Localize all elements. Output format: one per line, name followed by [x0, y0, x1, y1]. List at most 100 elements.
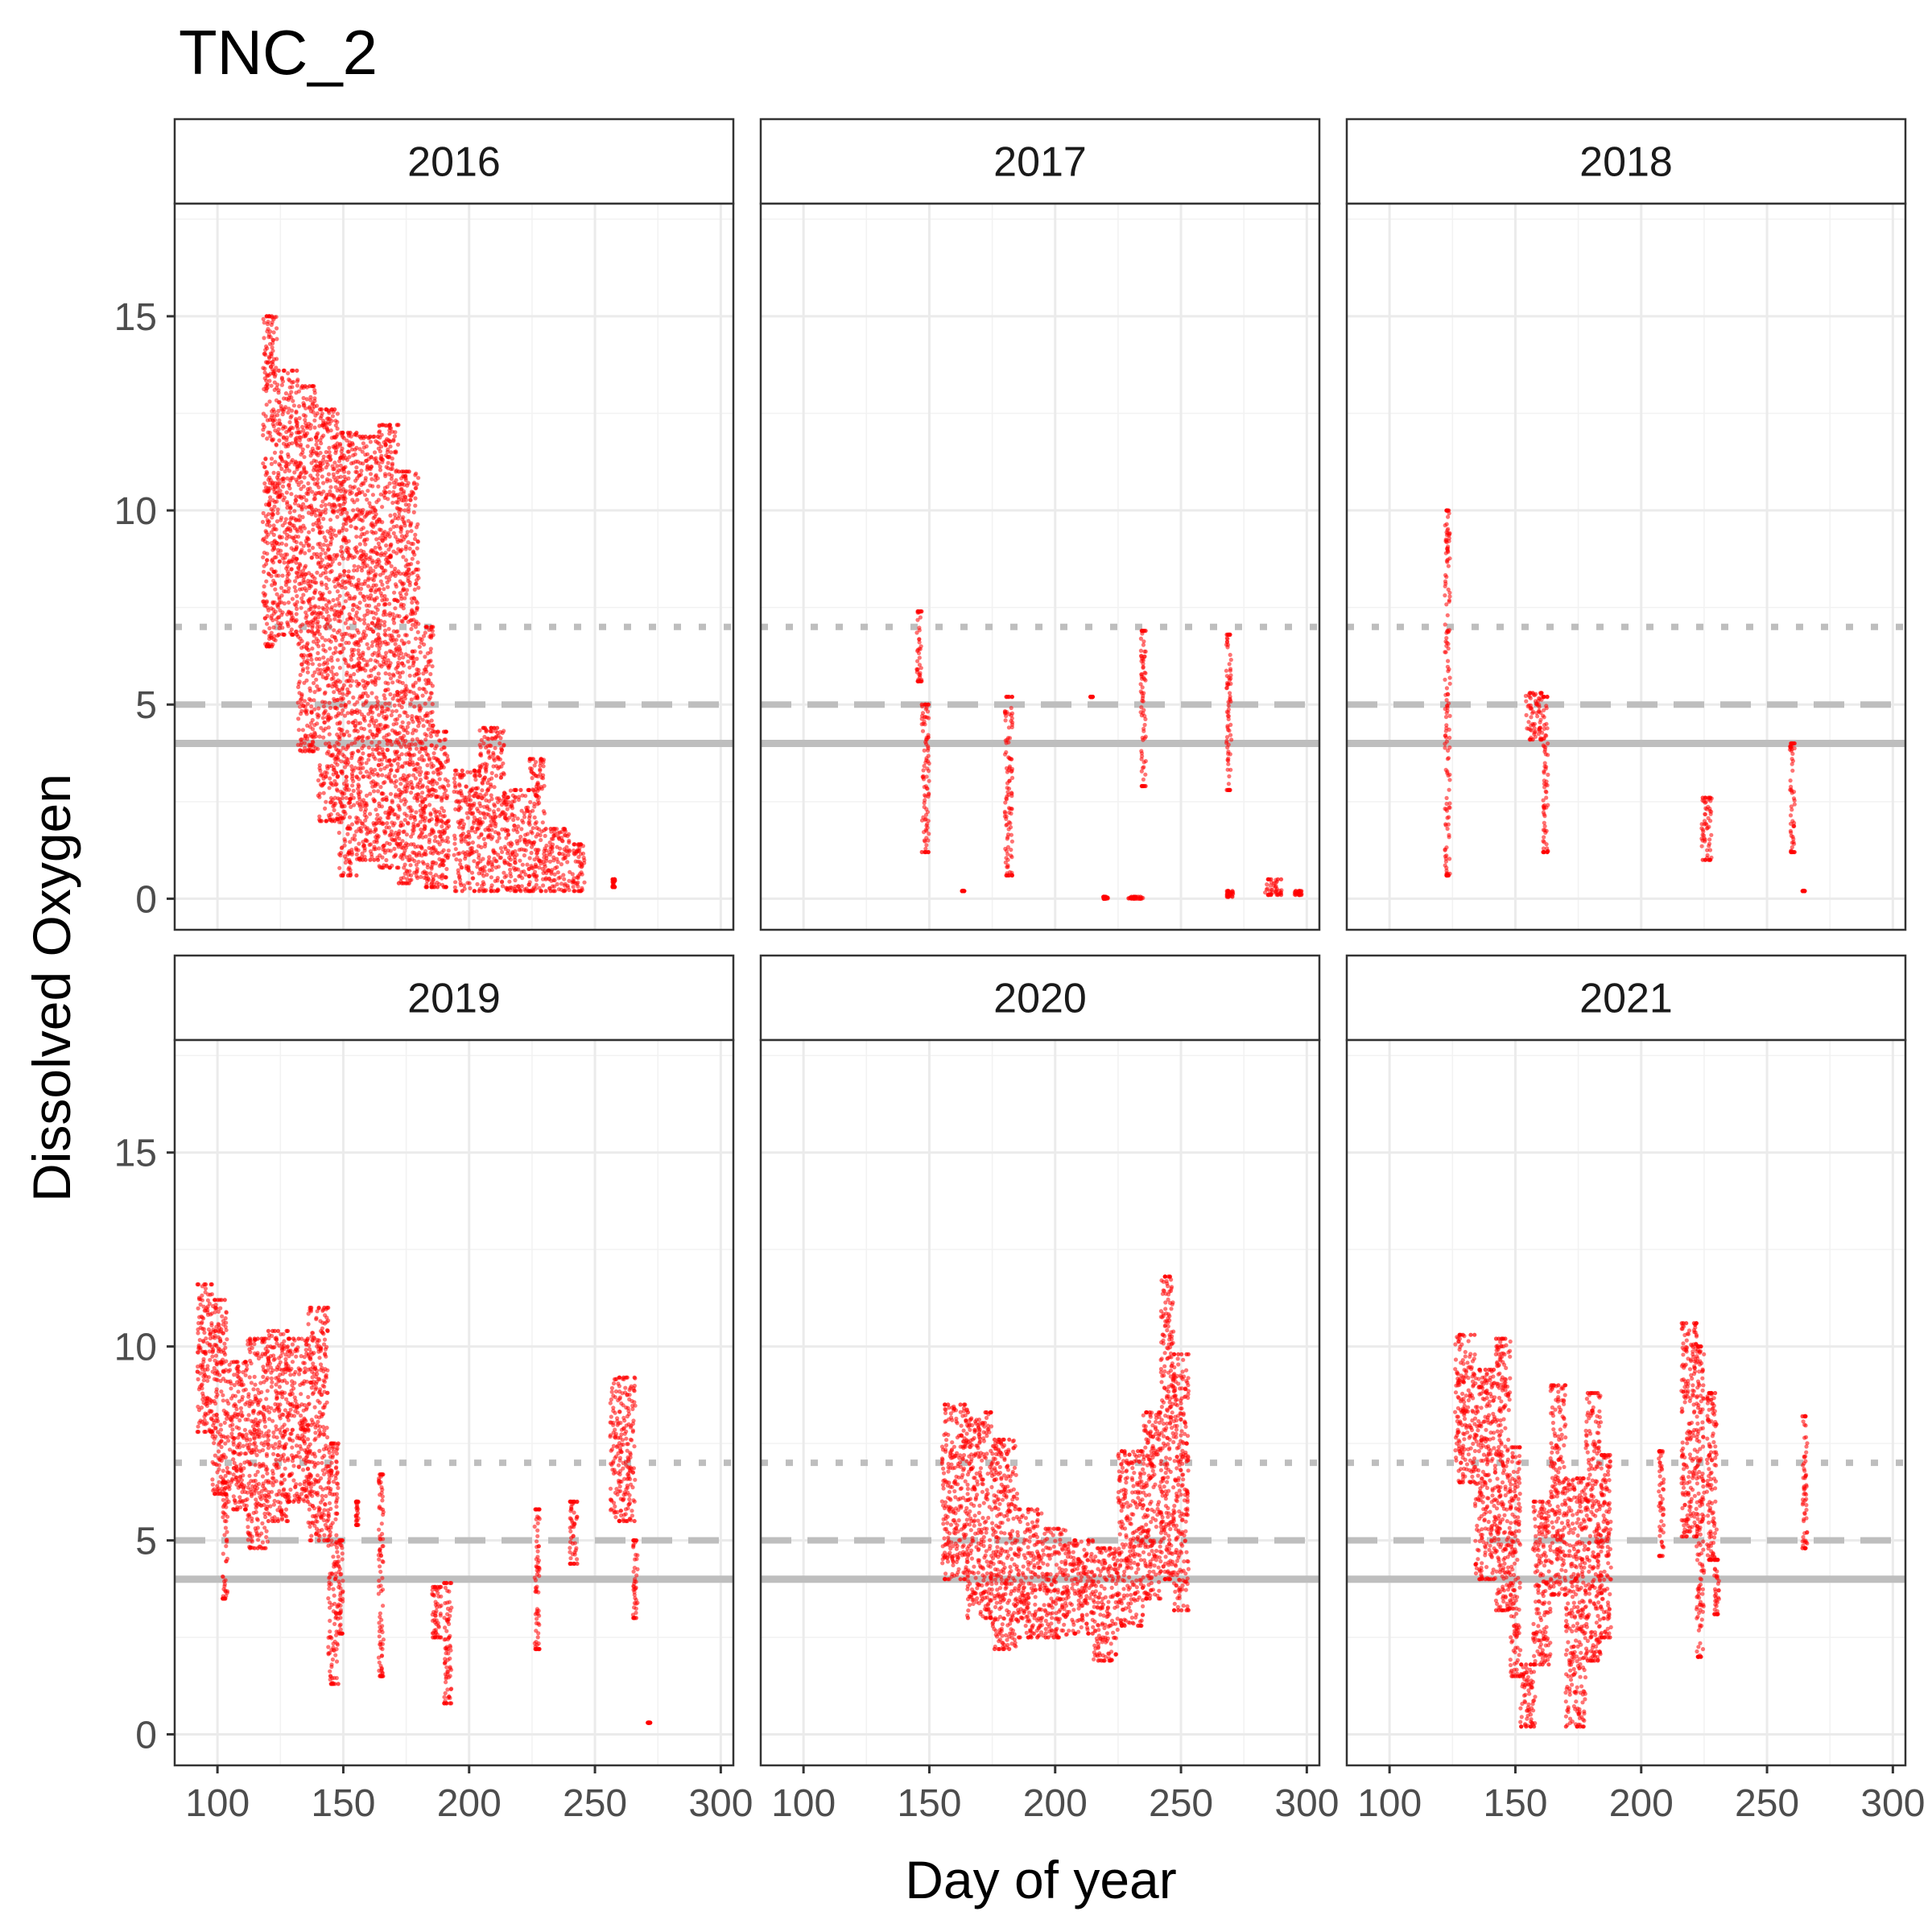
data-point [472, 768, 477, 773]
data-point [262, 336, 266, 341]
data-point [321, 647, 326, 652]
data-point [565, 860, 570, 865]
data-point [387, 611, 393, 616]
data-point [481, 725, 485, 730]
data-point [334, 782, 339, 786]
data-point [279, 466, 284, 472]
data-point [444, 866, 449, 872]
data-point [343, 585, 348, 590]
data-point [407, 567, 411, 572]
data-point [469, 851, 474, 856]
data-point [363, 476, 368, 481]
data-point [357, 637, 363, 642]
data-point [401, 700, 406, 704]
data-point [385, 555, 390, 560]
data-point [320, 499, 325, 504]
data-point [279, 548, 283, 553]
data-point [327, 445, 332, 451]
data-point [337, 666, 342, 671]
data-point [481, 873, 486, 878]
data-point [264, 644, 269, 649]
data-point [461, 850, 466, 855]
data-point [361, 774, 366, 779]
data-point [338, 789, 343, 795]
data-point [398, 777, 403, 782]
data-point [376, 723, 382, 728]
data-point [365, 625, 369, 631]
data-point [341, 431, 345, 436]
data-point [502, 742, 506, 748]
data-point [500, 879, 505, 884]
data-point [312, 398, 317, 403]
data-point [391, 530, 396, 536]
data-point [288, 478, 293, 483]
data-point [424, 770, 429, 775]
data-point [318, 451, 323, 456]
data-point [539, 757, 543, 762]
data-point [332, 466, 336, 472]
data-point [413, 532, 418, 538]
data-point [325, 477, 330, 482]
data-point [288, 415, 293, 420]
data-point [339, 770, 344, 775]
data-point [479, 844, 484, 850]
data-point [404, 832, 409, 837]
data-point [543, 827, 548, 832]
data-point [429, 718, 434, 723]
data-point [302, 741, 307, 745]
data-point [374, 583, 378, 588]
data-point [272, 547, 277, 551]
data-point [349, 657, 353, 663]
data-point [368, 811, 373, 816]
data-point [400, 857, 405, 861]
data-point [324, 495, 328, 500]
data-point [390, 633, 394, 638]
data-point [393, 853, 398, 858]
data-point [406, 579, 411, 584]
data-point [271, 637, 276, 642]
data-point [423, 737, 428, 742]
data-point [318, 782, 324, 787]
data-point [266, 532, 270, 537]
data-point [294, 409, 299, 414]
data-point [312, 481, 317, 486]
data-point [312, 496, 317, 502]
data-point [378, 449, 382, 454]
data-point [512, 889, 517, 894]
data-point [452, 885, 457, 890]
data-point [371, 720, 377, 726]
data-point [467, 794, 473, 799]
data-point [920, 729, 926, 733]
data-point [317, 766, 322, 770]
data-point [323, 806, 328, 811]
data-point [285, 476, 290, 481]
data-point [275, 519, 279, 524]
data-point [352, 597, 357, 601]
data-point [314, 452, 319, 456]
data-point [917, 628, 922, 633]
data-point [381, 423, 386, 427]
data-point [380, 505, 385, 510]
data-point [335, 698, 340, 703]
data-point [360, 582, 365, 587]
data-point [329, 782, 334, 786]
data-point [349, 518, 353, 522]
data-point [383, 716, 388, 721]
data-point [297, 514, 302, 518]
data-point [380, 582, 385, 587]
data-point [337, 721, 342, 726]
data-point [513, 877, 518, 883]
data-point [263, 529, 268, 534]
data-point [317, 530, 322, 535]
data-point [286, 600, 291, 605]
data-point [329, 753, 334, 758]
data-point [434, 744, 439, 749]
data-point [394, 450, 398, 455]
data-point [485, 744, 490, 749]
data-point [275, 485, 280, 490]
data-point [341, 435, 345, 440]
data-point [359, 469, 364, 473]
data-point [298, 704, 303, 709]
data-point [409, 741, 415, 747]
data-point [269, 383, 274, 388]
